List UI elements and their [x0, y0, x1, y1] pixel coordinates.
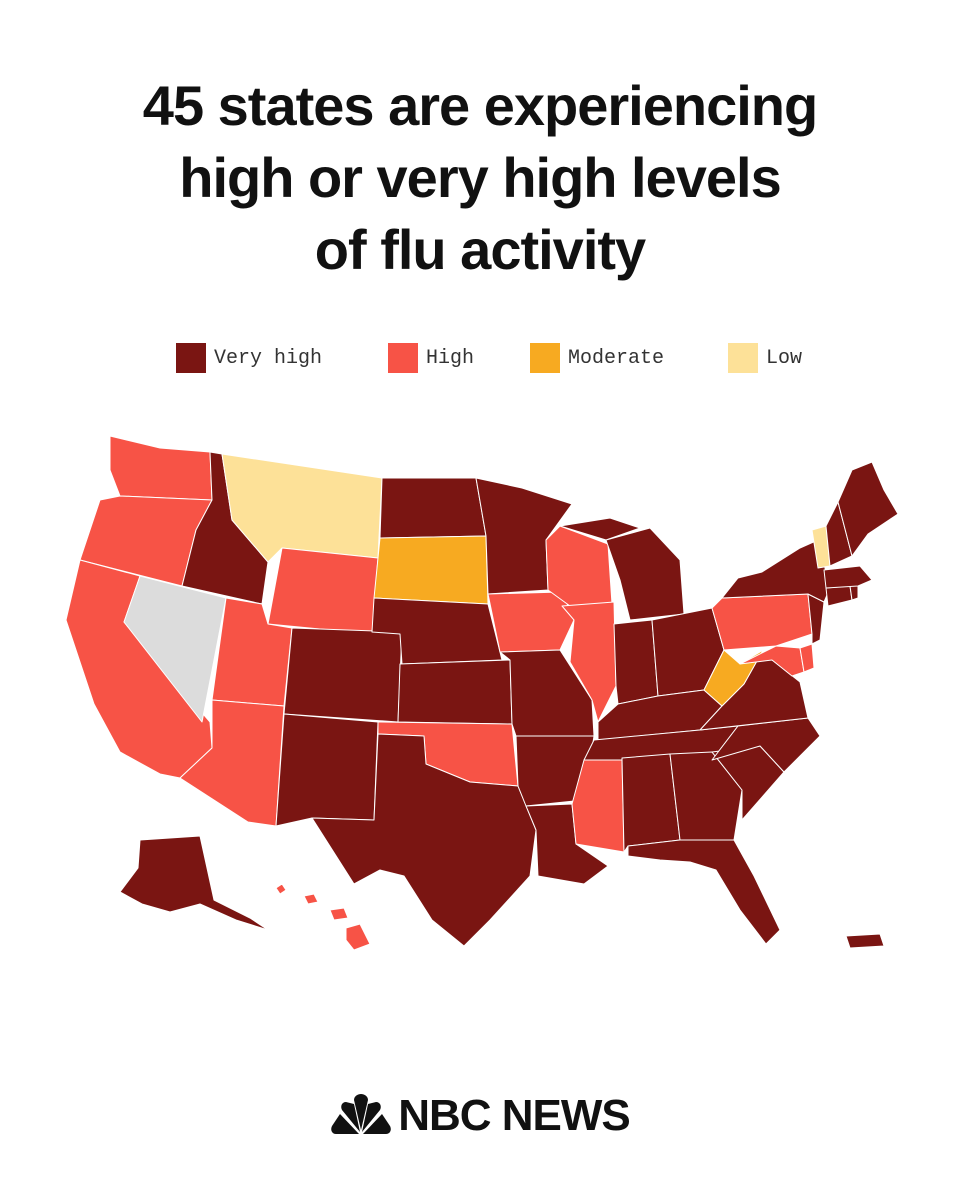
legend-swatch-moderate: [530, 343, 560, 373]
state-IL: [561, 601, 617, 723]
state-ND: [379, 477, 487, 539]
state-NV: [123, 575, 227, 723]
peacock-icon: [331, 1094, 392, 1134]
state-TX: [311, 733, 537, 947]
state-IA: [487, 591, 575, 653]
state-IN: [613, 619, 659, 705]
state-KS: [397, 659, 513, 725]
state-WY: [267, 547, 379, 635]
legend-swatch-low: [728, 343, 758, 373]
legend-item-moderate: Moderate: [530, 342, 664, 374]
state-RI: [849, 585, 859, 601]
state-AZ: [179, 699, 285, 827]
legend-item-low: Low: [728, 342, 802, 374]
state-NJ: [807, 593, 825, 645]
state-SD: [373, 535, 489, 605]
state-NY: [721, 539, 831, 603]
state-MA: [823, 565, 873, 589]
state-HI: [275, 883, 371, 951]
footer: NBC NEWS: [0, 1088, 960, 1144]
headline: 45 states are experiencing high or very …: [0, 70, 960, 286]
state-DE: [799, 643, 815, 673]
headline-line-1: 45 states are experiencing: [142, 74, 818, 137]
state-GA: [669, 751, 743, 841]
legend-item-very-high: Very high: [176, 342, 322, 374]
state-AK: [119, 835, 269, 931]
state-ME: [837, 461, 899, 557]
headline-line-2: high or very high levels: [179, 146, 782, 209]
state-FL: [627, 839, 781, 945]
us-flu-activity-map: [65, 435, 899, 951]
state-WA: [109, 435, 213, 501]
brand-name: NBC NEWS: [398, 1091, 631, 1140]
legend-label-very-high: Very high: [214, 346, 323, 370]
state-CT: [825, 585, 853, 607]
headline-line-3: of flu activity: [314, 218, 646, 281]
legend-swatch-very-high: [176, 343, 206, 373]
legend-swatch-high: [388, 343, 418, 373]
legend-label-low: Low: [766, 346, 803, 370]
state-PA: [711, 593, 813, 651]
legend-label-moderate: Moderate: [568, 346, 665, 370]
legend-item-high: High: [388, 342, 474, 374]
legend-label-high: High: [426, 346, 475, 370]
state-PR: [845, 933, 885, 949]
state-AR: [515, 735, 595, 807]
legend: Very high High Moderate Low: [0, 342, 960, 378]
state-CO: [283, 627, 403, 723]
state-NM: [275, 713, 379, 827]
